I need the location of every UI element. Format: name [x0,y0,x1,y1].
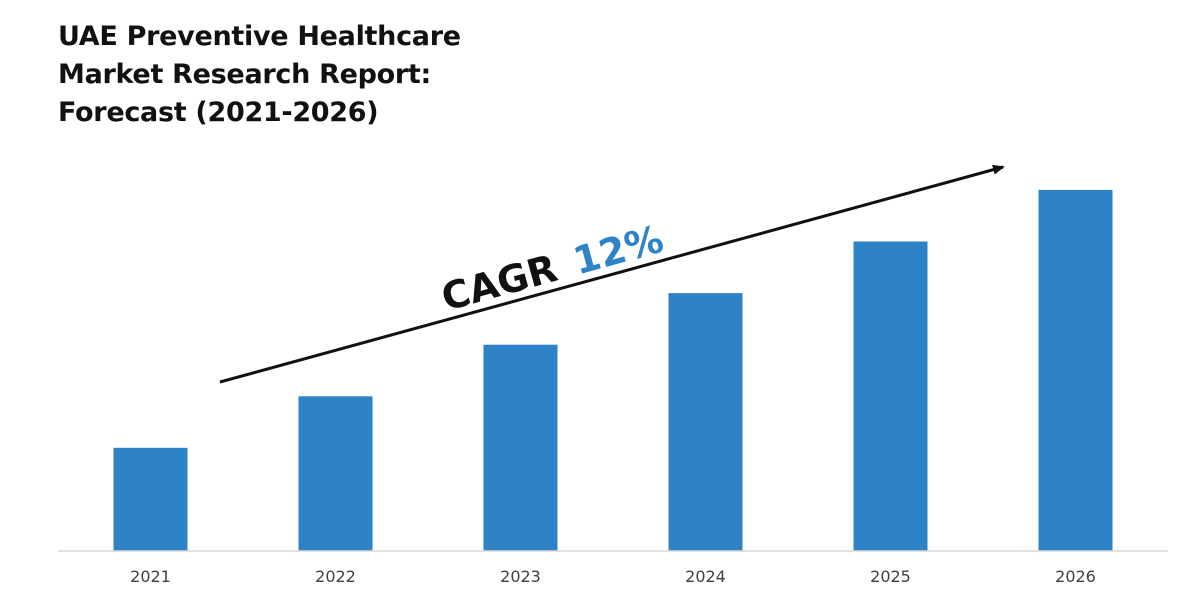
bar-2022 [298,396,373,551]
x-tick-label-2024: 2024 [685,567,726,586]
chart-title-line-3: Forecast (2021-2026) [58,97,379,128]
bars-group [113,189,1113,551]
x-tick-label-2025: 2025 [870,567,911,586]
cagr-annotation: CAGR 12% [437,217,668,320]
x-tick-label-2023: 2023 [500,567,541,586]
bar-2024 [668,293,743,551]
x-tick-label-2026: 2026 [1055,567,1096,586]
x-tick-label-2022: 2022 [315,567,356,586]
bar-2021 [113,447,188,551]
x-tick-label-2021: 2021 [130,567,171,586]
cagr-label: CAGR [437,246,562,320]
x-axis-tick-labels: 2021 2022 2023 2024 2025 2026 [130,567,1096,586]
bar-2025 [853,241,928,551]
svg-text:CAGR 12%: CAGR 12% [437,217,668,320]
growth-trend-arrow [219,164,1005,384]
bar-2023 [483,344,558,551]
chart-title-line-1: UAE Preventive Healthcare [58,21,461,52]
bar-2026 [1038,189,1113,551]
chart-title-line-2: Market Research Report: [58,59,431,90]
chart-title: UAE Preventive Healthcare Market Researc… [58,18,578,132]
